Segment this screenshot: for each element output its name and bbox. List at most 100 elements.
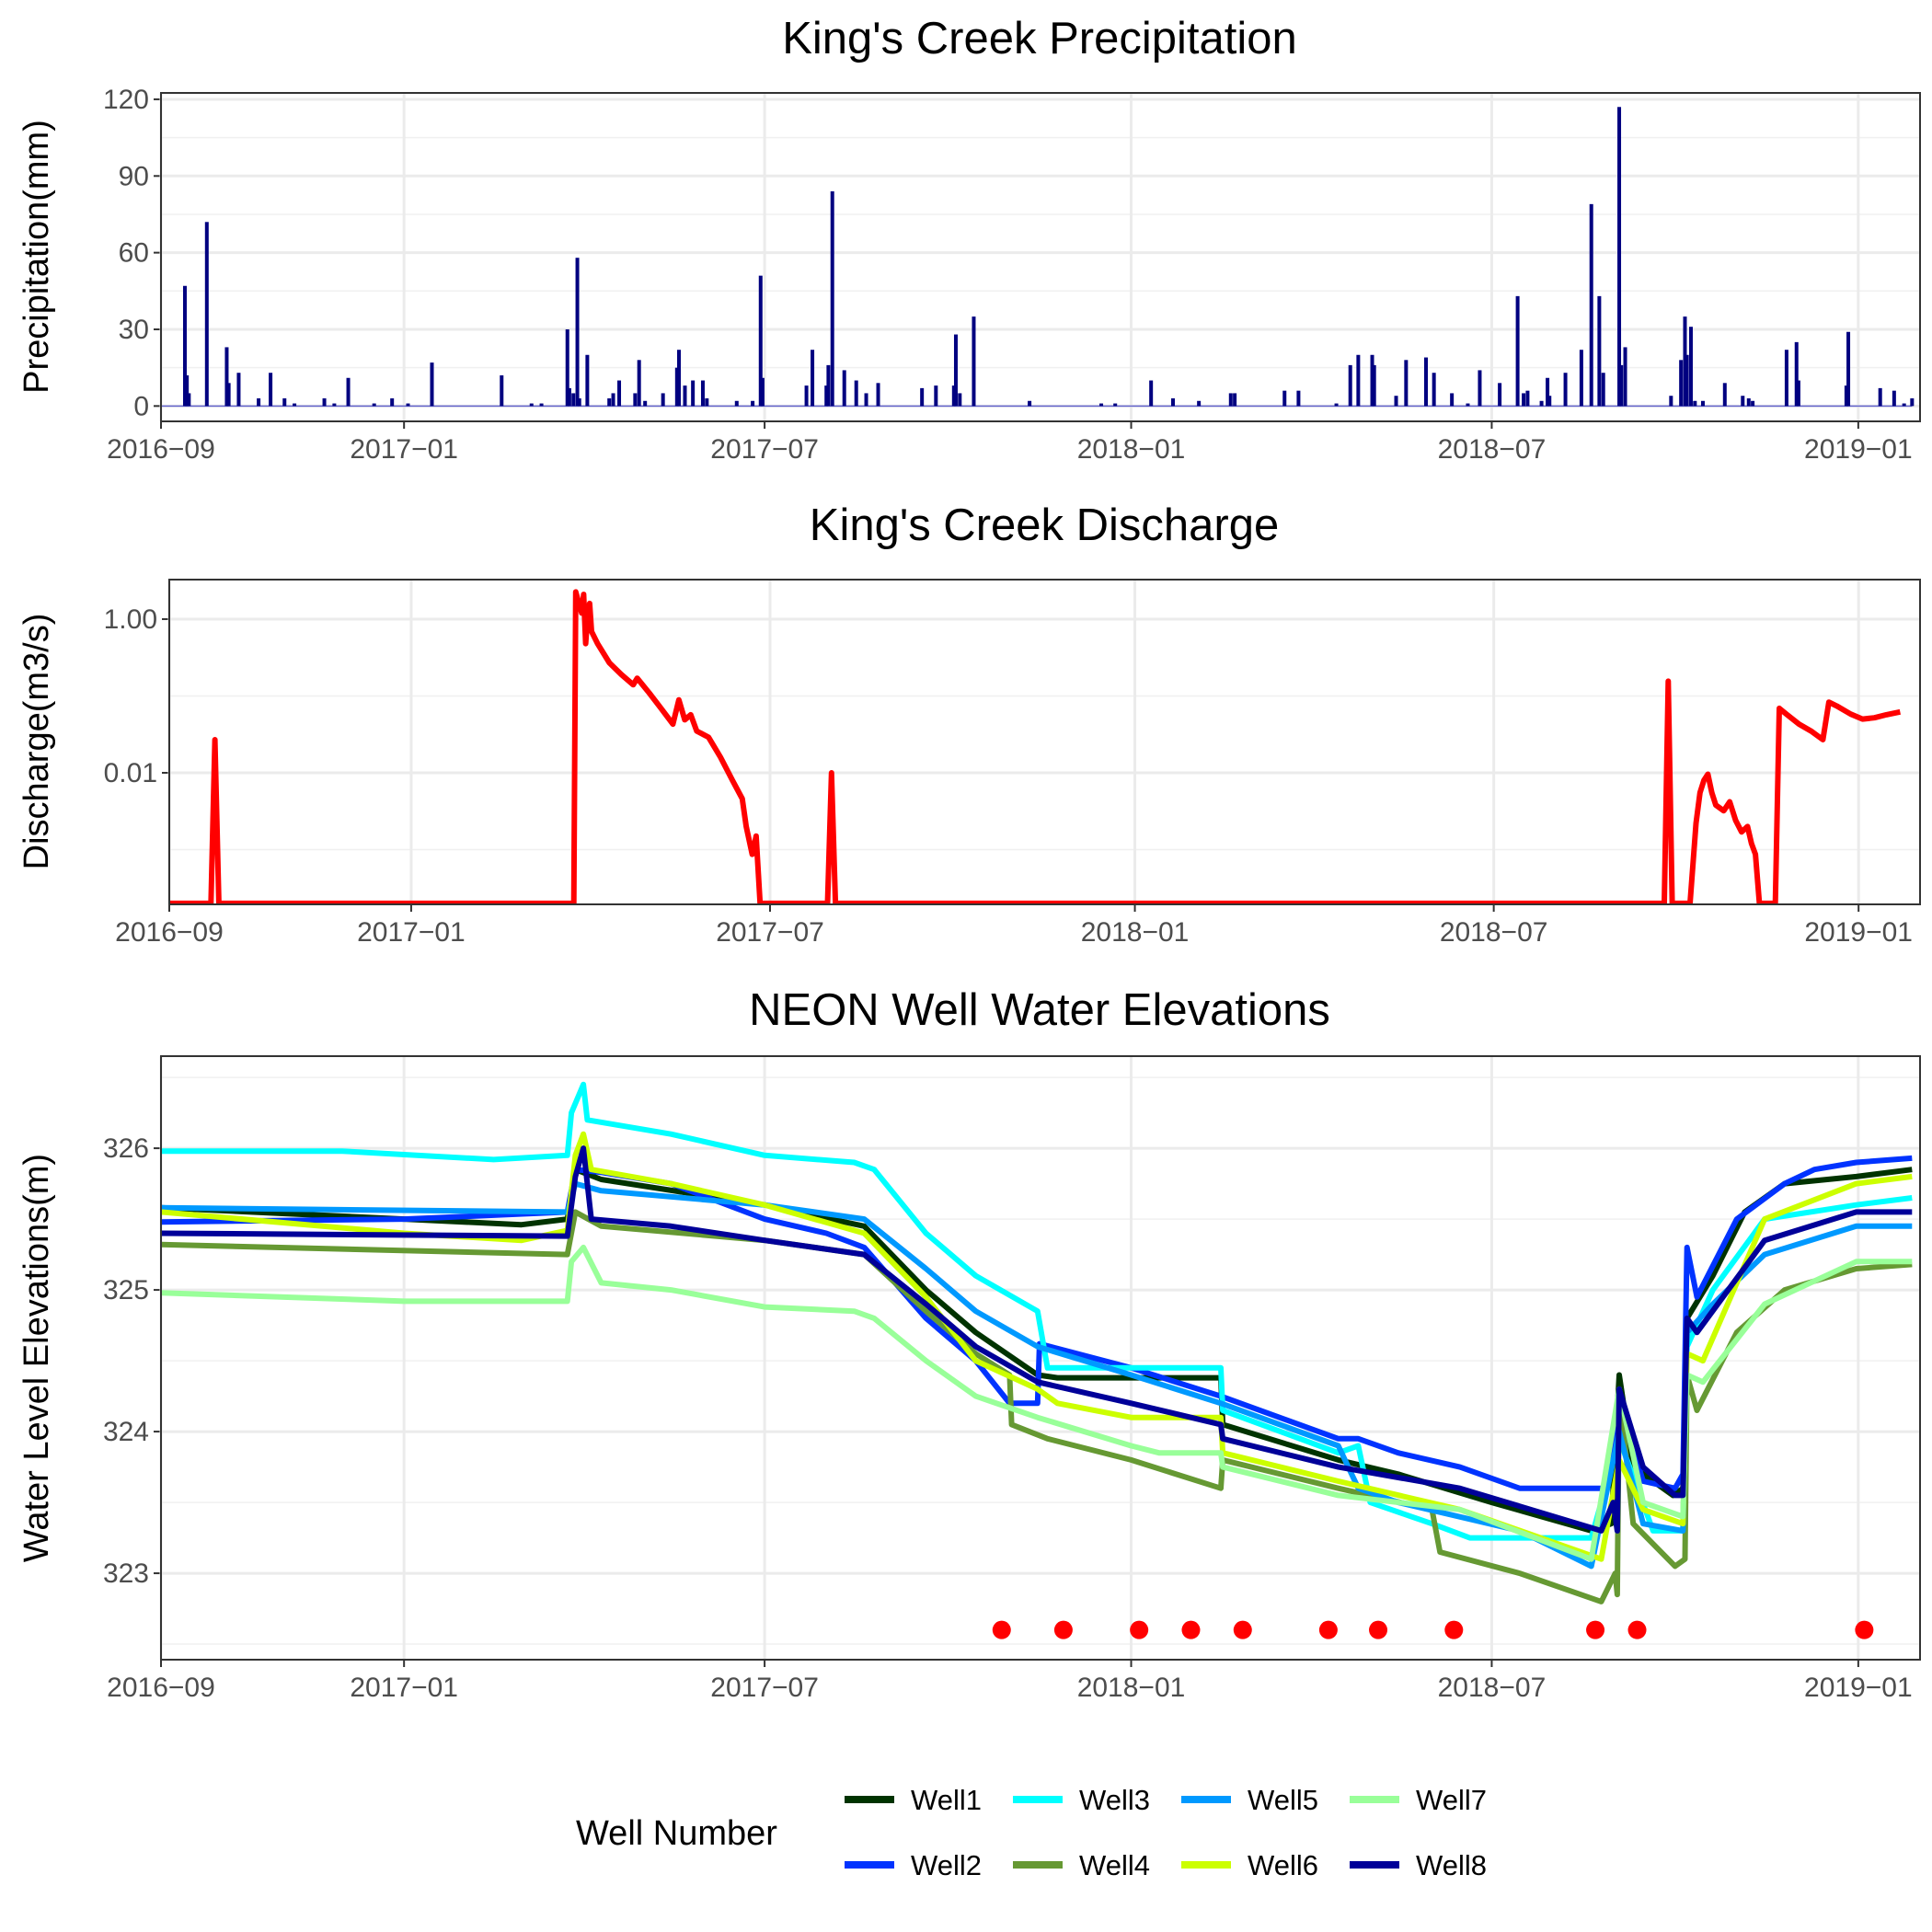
- precipitation-bar: [1878, 387, 1882, 407]
- precipitation-bar: [760, 377, 765, 407]
- precipitation-bar: [1892, 390, 1896, 407]
- plot-border: [160, 92, 1921, 422]
- precipitation-bar: [1597, 295, 1602, 407]
- sampling-marker: [1444, 1620, 1464, 1639]
- x-tick-label: 2017−07: [710, 434, 819, 465]
- precipitation-bar: [1348, 364, 1352, 407]
- precipitation-bar: [1539, 400, 1544, 407]
- precipitation-bar: [529, 403, 534, 407]
- precipitation-bar: [1693, 400, 1697, 407]
- precipitation-bar: [1617, 107, 1622, 407]
- legend-item-well2: Well2: [845, 1849, 982, 1881]
- x-tick-label: 2016−09: [107, 1673, 215, 1703]
- x-tick-label: 2016−09: [115, 917, 224, 948]
- plot-layer: [161, 107, 1915, 408]
- precipitation-bar: [332, 403, 337, 407]
- plot-layer: [169, 589, 1902, 904]
- sampling-marker: [1627, 1620, 1647, 1639]
- precipitation-bar: [1404, 360, 1409, 407]
- y-tick-label: 120: [103, 85, 149, 115]
- precipitation-bar: [1794, 341, 1799, 407]
- precipitation-bar: [185, 374, 190, 407]
- well-elevation-panel: NEON Well Water Elevations Water Level E…: [17, 985, 1921, 1703]
- precipitation-bar: [1370, 354, 1374, 407]
- precipitation-bar: [1563, 373, 1568, 407]
- precipitation-bar: [1846, 331, 1851, 407]
- precipitation-bar: [1498, 383, 1502, 407]
- precipitation-bar: [1113, 403, 1118, 407]
- precipitation-bar: [1296, 390, 1301, 407]
- y-tick-label: 90: [119, 161, 149, 191]
- precipitation-y-label: Precipitation(mm): [17, 120, 56, 394]
- precipitation-bar: [661, 393, 665, 407]
- legend-item-well6: Well6: [1181, 1849, 1318, 1881]
- precipitation-bar: [633, 393, 638, 407]
- discharge-y-label: Discharge(m3/s): [17, 614, 56, 870]
- precipitation-bar: [226, 383, 231, 407]
- precipitation-bar: [577, 397, 581, 407]
- y-tick-label: 325: [103, 1275, 149, 1305]
- precipitation-bar: [1450, 393, 1455, 407]
- precipitation-bar: [804, 385, 809, 407]
- precipitation-bar: [1796, 380, 1800, 407]
- x-tick-label: 2018−01: [1081, 917, 1190, 948]
- precipitation-bar: [734, 400, 739, 407]
- well-elevation-title: NEON Well Water Elevations: [749, 985, 1330, 1035]
- series-line-well2: [161, 1155, 1913, 1491]
- sampling-marker: [1130, 1620, 1149, 1639]
- precipitation-bar: [1741, 396, 1745, 407]
- legend-label: Well1: [911, 1784, 982, 1816]
- precipitation-bar: [187, 393, 191, 407]
- precipitation-bar: [854, 380, 858, 407]
- y-tick-label: 323: [103, 1558, 149, 1589]
- precipitation-bar: [182, 285, 187, 407]
- discharge-panel: King's Creek Discharge Discharge(m3/s) 1…: [17, 500, 1921, 948]
- precipitation-bar: [500, 374, 504, 407]
- precipitation-bar: [1478, 370, 1482, 407]
- legend-item-well4: Well4: [1013, 1849, 1150, 1881]
- precipitation-bar: [539, 403, 544, 407]
- precipitation-bar: [585, 354, 590, 407]
- precipitation-bar: [1746, 397, 1751, 407]
- precipitation-bar: [567, 387, 571, 407]
- x-tick-label: 2018−07: [1438, 1673, 1547, 1703]
- x-tick-label: 2018−01: [1077, 1673, 1186, 1703]
- sampling-marker: [1586, 1620, 1605, 1639]
- precipitation-title: King's Creek Precipitation: [782, 14, 1297, 63]
- precipitation-bar: [565, 328, 569, 407]
- precipitation-bar: [676, 350, 681, 407]
- legend-label: Well7: [1416, 1784, 1487, 1816]
- precipitation-bar: [674, 367, 679, 407]
- well-elevation-y-label: Water Level Elevations(m): [17, 1154, 56, 1562]
- sampling-marker: [1318, 1620, 1338, 1639]
- precipitation-bar: [1515, 295, 1520, 407]
- precipitation-bar: [1170, 397, 1175, 407]
- x-tick-label: 2018−01: [1077, 434, 1186, 465]
- precipitation-bar: [1228, 393, 1233, 407]
- discharge-title: King's Creek Discharge: [810, 500, 1279, 550]
- precipitation-bar: [1619, 364, 1624, 407]
- precipitation-bar: [204, 222, 209, 407]
- y-tick-label: 0: [133, 391, 149, 421]
- precipitation-bar: [1466, 403, 1470, 407]
- precipitation-bar: [1525, 390, 1530, 407]
- plot-border: [168, 579, 1921, 905]
- precipitation-bar: [257, 397, 261, 407]
- legend: Well Number Well1 Well2 Well3 Well4 Well5 Wel…: [576, 1784, 1487, 1881]
- y-tick-label: 324: [103, 1417, 149, 1447]
- precipitation-bar: [1197, 400, 1202, 407]
- x-tick-label: 2018−07: [1438, 434, 1547, 465]
- precipitation-bar: [1589, 203, 1593, 407]
- precipitation-bar: [953, 334, 958, 407]
- precipitation-bar: [1432, 373, 1436, 407]
- precipitation-bar: [842, 370, 846, 407]
- precipitation-bar: [1423, 357, 1428, 407]
- sampling-marker: [1855, 1620, 1874, 1639]
- precipitation-bar: [691, 380, 696, 407]
- legend-item-well1: Well1: [845, 1784, 982, 1816]
- series-line-well8: [161, 1145, 1913, 1534]
- precipitation-bar: [1669, 396, 1673, 407]
- precipitation-bar: [824, 385, 829, 407]
- legend-title: Well Number: [576, 1814, 777, 1853]
